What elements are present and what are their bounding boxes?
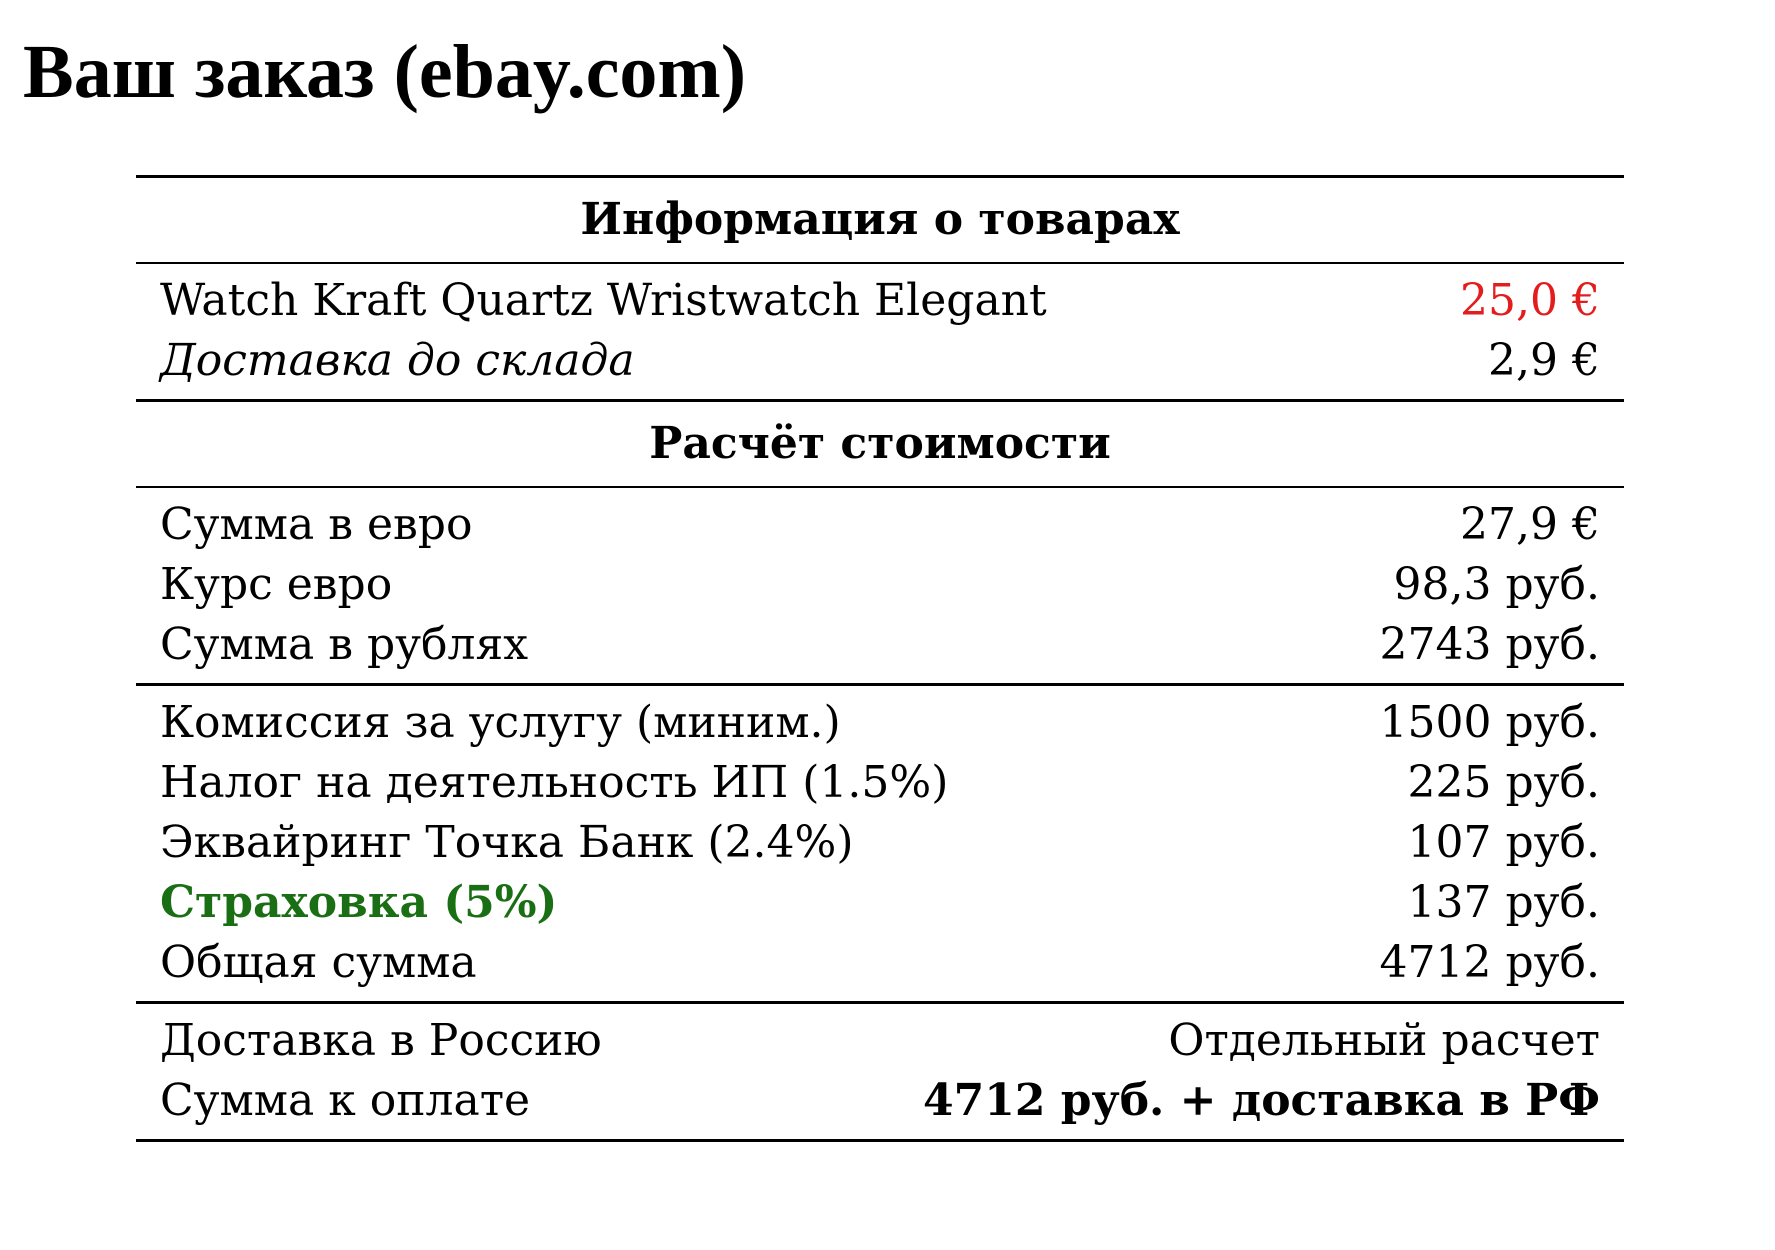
tax-row: Налог на деятельность ИП (1.5%) 225 руб.: [136, 753, 1624, 813]
service-fee-label: Комиссия за услугу (миним.): [160, 697, 841, 748]
sum-eur-value: 27,9 €: [1460, 499, 1600, 550]
sum-rub-label: Сумма в рублях: [160, 619, 529, 670]
warehouse-shipping-value: 2,9 €: [1488, 335, 1600, 386]
calc-header-rule: [136, 486, 1624, 488]
table-top-rule: [136, 175, 1624, 178]
sum-rub-value: 2743 руб.: [1379, 619, 1601, 670]
item-price: 25,0 €: [1460, 275, 1600, 326]
eur-rate-value: 98,3 руб.: [1393, 559, 1601, 610]
fees-group: Комиссия за услугу (миним.) 1500 руб. На…: [136, 686, 1624, 1001]
acquiring-row: Эквайринг Точка Банк (2.4%) 107 руб.: [136, 813, 1624, 873]
conversion-bottom-rule: [136, 683, 1624, 686]
tax-label: Налог на деятельность ИП (1.5%): [160, 757, 949, 808]
total-label: Общая сумма: [160, 937, 477, 988]
payment-group: Доставка в Россию Отдельный расчет Сумма…: [136, 1004, 1624, 1139]
sum-eur-label: Сумма в евро: [160, 499, 473, 550]
amount-due-value: 4712 руб. + доставка в РФ: [922, 1075, 1600, 1126]
table-bottom-rule: [136, 1139, 1624, 1142]
russia-shipping-value: Отдельный расчет: [1168, 1015, 1600, 1066]
acquiring-value: 107 руб.: [1407, 817, 1601, 868]
fees-bottom-rule: [136, 1001, 1624, 1004]
item-name: Watch Kraft Quartz Wristwatch Elegant: [160, 275, 1047, 326]
service-fee-row: Комиссия за услугу (миним.) 1500 руб.: [136, 693, 1624, 753]
page-title: Ваш заказ (ebay.com): [23, 30, 747, 114]
sum-rub-row: Сумма в рублях 2743 руб.: [136, 615, 1624, 675]
insurance-row: Страховка (5%) 137 руб.: [136, 873, 1624, 933]
items-section-header: Информация о товарах: [580, 194, 1180, 245]
insurance-label: Страховка (5%): [160, 877, 558, 928]
amount-due-row: Сумма к оплате 4712 руб. + доставка в РФ: [136, 1071, 1624, 1131]
conversion-group: Сумма в евро 27,9 € Курс евро 98,3 руб. …: [136, 488, 1624, 683]
tax-value: 225 руб.: [1407, 757, 1601, 808]
items-header-rule: [136, 262, 1624, 264]
calc-section-header: Расчёт стоимости: [649, 418, 1111, 469]
sum-eur-row: Сумма в евро 27,9 €: [136, 495, 1624, 555]
acquiring-label: Эквайринг Точка Банк (2.4%): [160, 817, 854, 868]
russia-shipping-row: Доставка в Россию Отдельный расчет: [136, 1011, 1624, 1071]
total-value: 4712 руб.: [1379, 937, 1601, 988]
items-bottom-rule: [136, 399, 1624, 402]
eur-rate-label: Курс евро: [160, 559, 393, 610]
insurance-value: 137 руб.: [1407, 877, 1601, 928]
items-group: Watch Kraft Quartz Wristwatch Elegant 25…: [136, 264, 1624, 399]
russia-shipping-label: Доставка в Россию: [160, 1015, 602, 1066]
order-summary-table: Информация о товарах Watch Kraft Quartz …: [136, 175, 1624, 1142]
warehouse-shipping-row: Доставка до склада 2,9 €: [136, 331, 1624, 391]
amount-due-label: Сумма к оплате: [160, 1075, 531, 1126]
total-row: Общая сумма 4712 руб.: [136, 933, 1624, 993]
service-fee-value: 1500 руб.: [1379, 697, 1601, 748]
warehouse-shipping-label: Доставка до склада: [160, 335, 635, 386]
item-row: Watch Kraft Quartz Wristwatch Elegant 25…: [136, 271, 1624, 331]
eur-rate-row: Курс евро 98,3 руб.: [136, 555, 1624, 615]
